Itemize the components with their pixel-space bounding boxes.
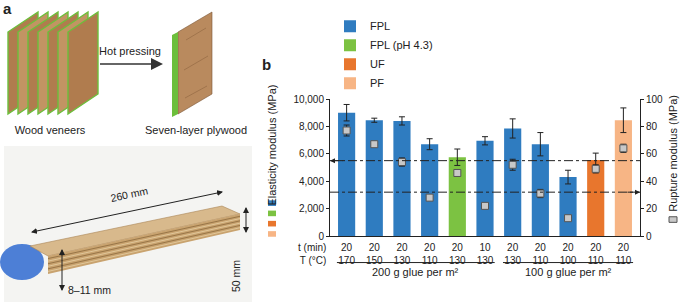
svg-text:b: b	[262, 56, 271, 73]
svg-text:10130: 10130	[477, 242, 494, 266]
svg-text:20130: 20130	[504, 242, 521, 266]
svg-text:20170: 20170	[338, 242, 355, 266]
svg-text:20: 20	[646, 203, 658, 214]
svg-text:t (min)T (°C): t (min)T (°C)	[298, 242, 326, 266]
svg-text:20130: 20130	[394, 242, 411, 266]
svg-text:20110: 20110	[532, 242, 548, 266]
svg-text:FPL (pH 4.3): FPL (pH 4.3)	[370, 39, 433, 51]
svg-text:60: 60	[646, 148, 658, 159]
svg-text:100 g glue per m²: 100 g glue per m²	[525, 266, 612, 278]
svg-text:2,000: 2,000	[299, 203, 324, 214]
svg-text:8,000: 8,000	[299, 121, 324, 132]
svg-text:20130: 20130	[449, 242, 466, 266]
svg-text:10,000: 10,000	[293, 94, 324, 105]
svg-text:80: 80	[646, 121, 658, 132]
svg-text:260 mm: 260 mm	[109, 184, 149, 204]
svg-text:a: a	[3, 0, 12, 17]
svg-text:Hot pressing: Hot pressing	[99, 45, 161, 57]
svg-text:0: 0	[646, 231, 652, 242]
svg-text:UF: UF	[370, 58, 385, 70]
svg-text:Rupture modulus (MPa): Rupture modulus (MPa)	[667, 95, 679, 212]
svg-text:0: 0	[318, 231, 324, 242]
svg-text:PF: PF	[370, 77, 384, 89]
svg-text:200 g glue per m²: 200 g glue per m²	[372, 266, 459, 278]
svg-text:20110: 20110	[588, 242, 604, 266]
svg-text:100: 100	[646, 94, 663, 105]
svg-text:Seven-layer plywood: Seven-layer plywood	[145, 124, 247, 136]
svg-text:Wood veneers: Wood veneers	[15, 124, 86, 136]
svg-text:50 mm: 50 mm	[230, 260, 242, 292]
svg-text:FPL: FPL	[370, 20, 390, 32]
svg-text:Elasticity modulus (MPa): Elasticity modulus (MPa)	[266, 85, 278, 206]
svg-text:40: 40	[646, 176, 658, 187]
svg-text:20110: 20110	[615, 242, 631, 266]
svg-text:6,000: 6,000	[299, 148, 324, 159]
svg-text:20110: 20110	[422, 242, 438, 266]
svg-text:4,000: 4,000	[299, 176, 324, 187]
svg-text:20150: 20150	[366, 242, 383, 266]
svg-text:20100: 20100	[560, 242, 577, 266]
svg-text:8–11 mm: 8–11 mm	[68, 284, 111, 296]
